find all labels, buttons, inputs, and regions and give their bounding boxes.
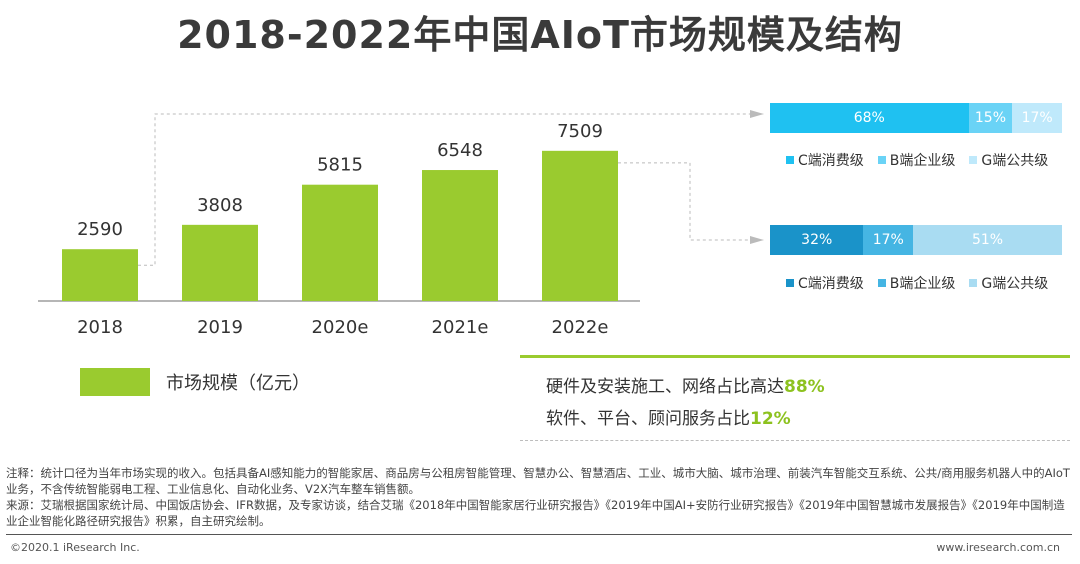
bar-legend: 市场规模（亿元） xyxy=(80,368,310,396)
bar-value-2022e: 7509 xyxy=(557,121,603,142)
legend-square-icon xyxy=(786,279,794,287)
connector-2018 xyxy=(138,113,750,266)
summary-software-value: 12% xyxy=(750,409,791,429)
structure-segment-1-2: 51% xyxy=(913,225,1062,255)
structure-segment-0-1: 15% xyxy=(968,103,1013,133)
summary-line-software: 软件、平台、顾问服务占比12% xyxy=(546,404,791,429)
bar-legend-label: 市场规模（亿元） xyxy=(166,373,310,394)
structure-bar-2018: 68% 15% 17% xyxy=(770,103,1062,133)
structure-legend-label: G端公共级 xyxy=(981,276,1049,292)
structure-legend-label: B端企业级 xyxy=(889,153,956,169)
structure-segment-0-0: 68% xyxy=(770,103,969,133)
x-tick-2020e: 2020e xyxy=(312,317,369,338)
structure-segment-0-2: 17% xyxy=(1012,103,1062,133)
footer-divider xyxy=(6,534,1072,535)
structure-segment-1-1: 17% xyxy=(863,225,914,255)
structure-legend-item-0-0: C端消费级 xyxy=(786,150,864,170)
structure-legend-label: B端企业级 xyxy=(889,276,956,292)
notes-annotation: 注释：统计口径为当年市场实现的收入。包括具备AI感知能力的智能家居、商品房与公租… xyxy=(6,466,1070,496)
structure-legend-item-0-2: G端公共级 xyxy=(969,150,1048,170)
bar-value-2018: 2590 xyxy=(77,219,123,240)
structure-segment-1-0: 32% xyxy=(770,225,864,255)
x-tick-2018: 2018 xyxy=(77,317,123,338)
bar-2018 xyxy=(62,249,138,301)
bar-2021e xyxy=(422,170,498,301)
notes-source: 来源：艾瑞根据国家统计局、中国饭店协会、IFR数据，及专家访谈，结合艾瑞《201… xyxy=(6,498,1065,528)
website: www.iresearch.com.cn xyxy=(936,541,1060,554)
connector-2022 xyxy=(618,162,750,241)
structure-bar-2022: 32% 17% 51% xyxy=(770,225,1062,255)
connector-arrow-2018 xyxy=(750,110,764,118)
bar-2020e xyxy=(302,184,378,301)
summary-line-hardware: 硬件及安装施工、网络占比高达88% xyxy=(546,372,825,397)
summary-software-text: 软件、平台、顾问服务占比 xyxy=(546,409,750,429)
x-tick-2019: 2019 xyxy=(197,317,243,338)
structure-legend-2018: C端消费级 B端企业级 G端公共级 xyxy=(786,150,1062,170)
notes: 注释：统计口径为当年市场实现的收入。包括具备AI感知能力的智能家居、商品房与公租… xyxy=(6,465,1072,529)
structure-legend-label: C端消费级 xyxy=(798,276,864,292)
bar-legend-swatch xyxy=(80,368,150,396)
bar-value-2020e: 5815 xyxy=(317,155,363,176)
structure-legend-item-0-1: B端企业级 xyxy=(877,150,956,170)
legend-square-icon xyxy=(969,279,978,287)
copyright: ©2020.1 iResearch Inc. xyxy=(10,541,140,554)
summary-hardware-text: 硬件及安装施工、网络占比高达 xyxy=(546,377,784,397)
bar-value-2021e: 6548 xyxy=(437,140,483,161)
summary-box: 硬件及安装施工、网络占比高达88% 软件、平台、顾问服务占比12% xyxy=(520,355,1070,441)
bar-value-2019: 3808 xyxy=(197,195,243,216)
structure-legend-item-1-0: C端消费级 xyxy=(786,273,864,293)
structure-legend-label: G端公共级 xyxy=(981,153,1049,169)
structure-legend-2022: C端消费级 B端企业级 G端公共级 xyxy=(786,273,1062,293)
bar-2019 xyxy=(182,224,258,301)
x-tick-2022e: 2022e xyxy=(552,317,609,338)
structure-legend-item-1-2: G端公共级 xyxy=(969,273,1048,293)
structure-legend-label: C端消费级 xyxy=(798,153,864,169)
legend-square-icon xyxy=(786,156,794,164)
legend-square-icon xyxy=(877,279,886,287)
connector-arrow-2022 xyxy=(750,236,764,244)
legend-square-icon xyxy=(969,156,978,164)
legend-square-icon xyxy=(877,156,886,164)
chart-title: 2018-2022年中国AIoT市场规模及结构 xyxy=(177,13,903,57)
summary-hardware-value: 88% xyxy=(784,377,825,397)
bar-2022e xyxy=(542,150,618,301)
structure-legend-item-1-1: B端企业级 xyxy=(877,273,956,293)
x-tick-2021e: 2021e xyxy=(432,317,489,338)
